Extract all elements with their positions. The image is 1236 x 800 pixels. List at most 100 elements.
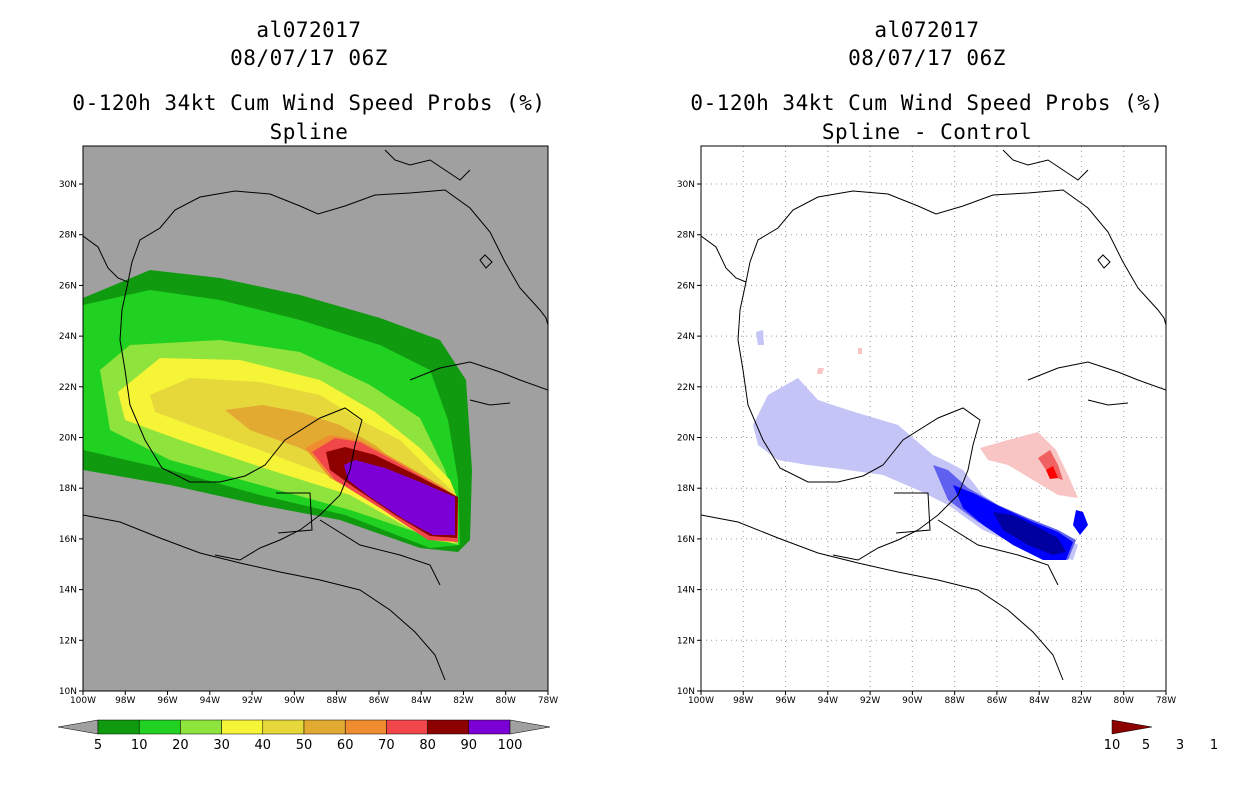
left-coastlines xyxy=(83,149,548,681)
lat-tick-label: 16N xyxy=(677,535,695,545)
lat-tick-label: 28N xyxy=(59,231,77,241)
right-colorbar: -10-5-3-113510 xyxy=(1104,719,1218,753)
lat-tick-label: 28N xyxy=(677,231,695,241)
colorbar-segment xyxy=(386,719,428,735)
colorbar-label: 80 xyxy=(419,738,436,753)
diff-band-minus-1-north xyxy=(756,330,764,345)
lat-tick-label: 12N xyxy=(59,636,77,646)
colorbar-label: 50 xyxy=(296,738,313,753)
lon-tick-label: 82W xyxy=(453,696,473,706)
left-colorbar: 5 10 20 30 40 50 60 70 80 90 100 xyxy=(57,719,551,753)
colorbar-label: 100 xyxy=(498,738,523,753)
colorbar-label: 5 xyxy=(94,738,102,753)
lon-tick-label: 96W xyxy=(775,696,795,706)
colorbar-segment xyxy=(427,719,470,735)
diff-band-plus-3 xyxy=(1038,450,1063,480)
colorbar-label: 70 xyxy=(378,738,395,753)
lat-tick-label: 18N xyxy=(677,484,695,494)
colorbar-label: 30 xyxy=(213,738,230,753)
right-storm-id: al072017 xyxy=(874,18,980,42)
diff-band-plus-1 xyxy=(980,432,1078,498)
lat-tick-label: 22N xyxy=(677,383,695,393)
lon-tick-label: 90W xyxy=(284,696,304,706)
right-difference-map: 100W 98W 96W 94W 92W 90W 88W 86W 84W 82W 80W 78W 10N… xyxy=(677,145,1218,753)
lon-tick-label: 82W xyxy=(1071,696,1091,706)
lat-tick-label: 26N xyxy=(59,281,77,291)
colorbar-segment xyxy=(468,719,511,735)
left-storm-id: al072017 xyxy=(256,18,362,42)
lat-tick-label: 16N xyxy=(59,535,77,545)
lon-tick-label: 100W xyxy=(688,696,714,706)
lat-tick-label: 30N xyxy=(677,180,695,190)
lon-tick-label: 84W xyxy=(411,696,431,706)
lon-tick-label: 98W xyxy=(115,696,135,706)
colorbar-label: 20 xyxy=(172,738,189,753)
colorbar-label: 40 xyxy=(255,738,272,753)
left-map-frame xyxy=(82,145,549,692)
prob-band-90 xyxy=(344,460,455,535)
colorbar-label: 90 xyxy=(461,738,478,753)
right-map-frame xyxy=(700,145,1167,692)
lat-tick-label: 26N xyxy=(677,281,695,291)
colorbar-label: 10 xyxy=(1104,738,1121,753)
colorbar-label: 60 xyxy=(337,738,354,753)
left-datetime: 08/07/17 06Z xyxy=(230,46,388,70)
lon-tick-label: 88W xyxy=(326,696,346,706)
colorbar-label: 3 xyxy=(1176,738,1184,753)
colorbar-label: 1 xyxy=(1210,738,1218,753)
lon-tick-label: 80W xyxy=(1114,696,1134,706)
lat-tick-label: 10N xyxy=(677,687,695,697)
left-panel: al072017 08/07/17 06Z 0-120h 34kt Cum Wi… xyxy=(57,18,558,753)
colorbar-segment xyxy=(138,719,181,735)
right-difference-contours xyxy=(753,330,1088,560)
lon-tick-label: 86W xyxy=(369,696,389,706)
colorbar-label: 10 xyxy=(131,738,148,753)
lon-tick-label: 84W xyxy=(1029,696,1049,706)
lat-tick-label: 12N xyxy=(677,636,695,646)
lon-tick-label: 78W xyxy=(1156,696,1176,706)
colorbar-over-arrow xyxy=(1111,719,1153,735)
lat-tick-label: 20N xyxy=(59,434,77,444)
diff-band-minus-10 xyxy=(993,512,1066,555)
colorbar-over-arrow xyxy=(509,719,551,735)
lon-tick-label: 90W xyxy=(902,696,922,706)
right-coastlines xyxy=(701,149,1166,681)
lat-tick-label: 22N xyxy=(59,383,77,393)
left-probability-map: 100W 98W 96W 94W 92W 90W 88W 86W 84W 82W 80W 78W 10N… xyxy=(57,145,558,753)
left-subtitle: Spline xyxy=(269,120,349,144)
left-product-title: 0-120h 34kt Cum Wind Speed Probs (%) xyxy=(72,91,546,115)
colorbar-segment xyxy=(180,719,222,735)
left-probability-contours xyxy=(83,270,472,552)
lat-tick-label: 10N xyxy=(59,687,77,697)
right-gridlines xyxy=(701,146,1166,691)
lon-tick-label: 94W xyxy=(818,696,838,706)
right-axis-ticks: 100W 98W 96W 94W 92W 90W 88W 86W 84W 82W 80W 78W 10N… xyxy=(677,180,1176,706)
diff-band-plus-small2 xyxy=(817,368,824,374)
right-subtitle: Spline - Control xyxy=(821,120,1033,144)
diff-band-plus-5 xyxy=(1046,466,1058,479)
right-product-title: 0-120h 34kt Cum Wind Speed Probs (%) xyxy=(690,91,1164,115)
lat-tick-label: 14N xyxy=(677,586,695,596)
colorbar-under-arrow xyxy=(57,719,99,735)
lon-tick-label: 98W xyxy=(733,696,753,706)
colorbar-segment xyxy=(221,719,264,735)
lat-tick-label: 18N xyxy=(59,484,77,494)
lon-tick-label: 96W xyxy=(157,696,177,706)
right-panel: al072017 08/07/17 06Z 0-120h 34kt Cum Wi… xyxy=(618,0,1236,800)
left-axis-ticks: 100W 98W 96W 94W 92W 90W 88W 86W 84W 82W 80W 78W 10N… xyxy=(59,180,558,706)
colorbar-segment xyxy=(344,719,387,735)
lon-tick-label: 78W xyxy=(538,696,558,706)
lon-tick-label: 94W xyxy=(200,696,220,706)
lon-tick-label: 80W xyxy=(496,696,516,706)
lat-tick-label: 30N xyxy=(59,180,77,190)
colorbar-segment xyxy=(97,719,140,735)
lon-tick-label: 92W xyxy=(242,696,262,706)
lat-tick-label: 24N xyxy=(677,332,695,342)
diff-band-plus-small xyxy=(858,348,862,354)
lon-tick-label: 100W xyxy=(70,696,96,706)
lat-tick-label: 14N xyxy=(59,586,77,596)
lat-tick-label: 24N xyxy=(59,332,77,342)
diff-band-minus-east xyxy=(1073,510,1088,535)
colorbar-label: 5 xyxy=(1142,738,1150,753)
lon-tick-label: 92W xyxy=(860,696,880,706)
